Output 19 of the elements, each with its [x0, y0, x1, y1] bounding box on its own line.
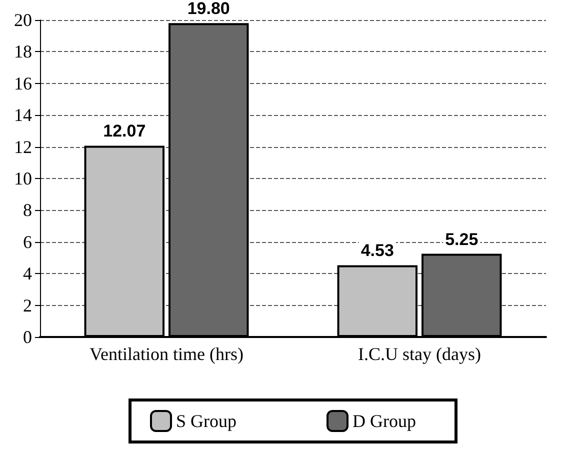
x-tick-label: I.C.U stay (days) [358, 344, 481, 364]
data-label: 4.53 [360, 241, 394, 260]
y-tick-label: 18 [14, 42, 32, 62]
y-tick-label: 2 [23, 295, 32, 316]
legend-label: S Group [176, 411, 237, 431]
y-tick-label: 20 [14, 10, 32, 30]
y-tick-label: 16 [14, 73, 32, 94]
data-label: 5.25 [445, 230, 478, 249]
y-tick-label: 0 [23, 327, 32, 347]
data-label: 12.07 [103, 122, 146, 141]
legend-label: D Group [352, 411, 416, 431]
y-tick-label: 4 [23, 264, 32, 284]
x-tick-label: Ventilation time (hrs) [90, 344, 244, 364]
y-tick-label: 12 [14, 136, 32, 157]
y-tick-label: 6 [23, 232, 32, 252]
y-tick-label: 10 [14, 168, 32, 188]
y-tick-label: 14 [14, 105, 32, 126]
y-tick-label: 8 [23, 200, 32, 220]
data-label: 19.80 [187, 0, 230, 18]
